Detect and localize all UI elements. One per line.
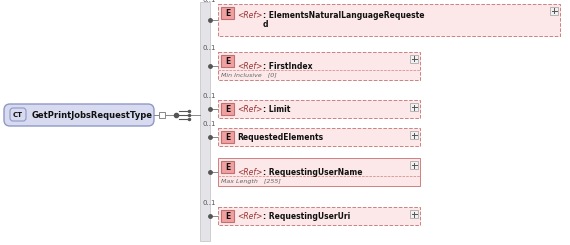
Bar <box>218 158 420 186</box>
Text: E: E <box>225 9 230 17</box>
Bar <box>218 52 420 80</box>
Bar <box>410 210 418 218</box>
Text: : ElementsNaturalLanguageRequeste: : ElementsNaturalLanguageRequeste <box>263 11 425 20</box>
Text: : FirstIndex: : FirstIndex <box>263 61 312 71</box>
Text: <Ref>: <Ref> <box>237 105 262 113</box>
Text: 0..1: 0..1 <box>202 93 216 99</box>
Bar <box>221 55 234 67</box>
Bar <box>221 210 234 222</box>
Bar <box>159 112 165 118</box>
Bar <box>218 100 420 118</box>
FancyBboxPatch shape <box>10 108 26 121</box>
Text: CT: CT <box>13 111 23 118</box>
Text: d: d <box>263 20 268 29</box>
Text: Max Length   [255]: Max Length [255] <box>221 179 281 184</box>
Text: E: E <box>225 57 230 65</box>
Text: 0..1: 0..1 <box>202 0 216 3</box>
Text: E: E <box>225 162 230 171</box>
Text: Min Inclusive   [0]: Min Inclusive [0] <box>221 73 277 77</box>
Bar <box>218 4 560 36</box>
Text: 0..1: 0..1 <box>202 200 216 206</box>
Bar <box>218 128 420 146</box>
Text: <Ref>: <Ref> <box>237 11 262 20</box>
Bar <box>218 207 420 225</box>
Bar <box>200 2 210 241</box>
Text: GetPrintJobsRequestType: GetPrintJobsRequestType <box>32 110 153 120</box>
Bar <box>221 7 234 19</box>
Bar <box>221 161 234 173</box>
Text: 0..1: 0..1 <box>202 45 216 51</box>
Text: : RequestingUserUri: : RequestingUserUri <box>263 211 350 220</box>
Text: E: E <box>225 105 230 113</box>
Bar <box>410 131 418 139</box>
Text: E: E <box>225 211 230 220</box>
Bar <box>410 55 418 63</box>
Text: E: E <box>225 133 230 142</box>
Text: 0..1: 0..1 <box>202 121 216 127</box>
Bar <box>550 7 558 15</box>
Bar <box>221 131 234 143</box>
Text: : Limit: : Limit <box>263 105 290 113</box>
Text: <Ref>: <Ref> <box>237 168 262 176</box>
Bar <box>410 161 418 169</box>
FancyBboxPatch shape <box>4 104 154 126</box>
Bar <box>221 103 234 115</box>
Text: <Ref>: <Ref> <box>237 211 262 220</box>
Text: <Ref>: <Ref> <box>237 61 262 71</box>
Text: RequestedElements: RequestedElements <box>237 133 323 142</box>
Text: : RequestingUserName: : RequestingUserName <box>263 168 363 176</box>
Bar <box>410 103 418 111</box>
